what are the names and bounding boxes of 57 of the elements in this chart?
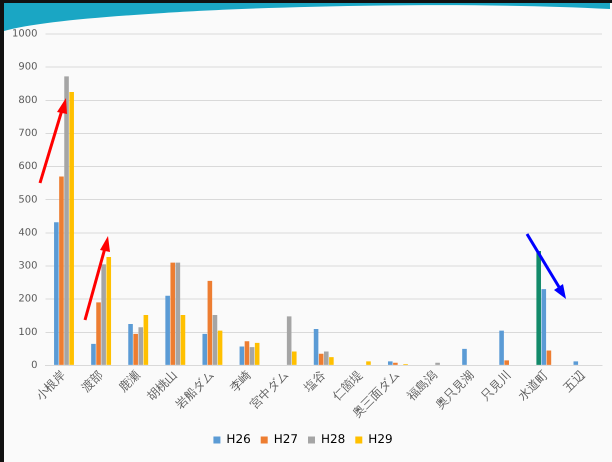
y-tick-label: 800 bbox=[18, 94, 38, 106]
y-tick-label: 100 bbox=[18, 326, 38, 338]
bar bbox=[286, 316, 292, 365]
bar bbox=[244, 341, 250, 365]
y-tick-label: 1000 bbox=[12, 28, 38, 40]
y-tick-label: 900 bbox=[18, 62, 38, 73]
bar bbox=[69, 92, 74, 365]
y-tick-label: 600 bbox=[18, 161, 38, 172]
x-tick-label: 水道町 bbox=[515, 368, 551, 404]
bar bbox=[96, 302, 101, 365]
bar bbox=[165, 296, 170, 365]
y-tick-label: 300 bbox=[18, 260, 38, 272]
bar bbox=[59, 176, 64, 365]
y-tick-label: 400 bbox=[18, 227, 38, 238]
bar bbox=[240, 346, 244, 365]
x-tick-label: 只見川 bbox=[478, 368, 514, 404]
x-tick-label: 五辺 bbox=[560, 368, 588, 395]
bar bbox=[254, 342, 260, 365]
bar bbox=[218, 330, 222, 365]
bar bbox=[324, 351, 329, 365]
bar bbox=[212, 315, 218, 365]
bar bbox=[202, 334, 208, 365]
bar bbox=[208, 280, 212, 365]
legend-label: H29 bbox=[368, 432, 393, 446]
legend-label: H27 bbox=[274, 432, 298, 446]
bar bbox=[314, 328, 318, 365]
bar bbox=[574, 361, 578, 365]
x-tick-label: 鹿瀬 bbox=[116, 368, 143, 395]
bar bbox=[54, 222, 59, 365]
y-tick-label: 200 bbox=[18, 294, 38, 305]
bar bbox=[106, 257, 112, 365]
bar bbox=[318, 354, 324, 365]
y-tick-label: 700 bbox=[18, 128, 38, 140]
bar bbox=[133, 334, 138, 365]
bar bbox=[499, 330, 504, 365]
bar bbox=[388, 361, 393, 365]
y-tick-label: 500 bbox=[18, 194, 38, 206]
x-tick-label: 塩谷 bbox=[300, 368, 328, 396]
bar bbox=[138, 327, 144, 365]
x-tick-label: 李崎 bbox=[226, 368, 254, 395]
bar bbox=[504, 360, 509, 365]
bar bbox=[144, 315, 148, 365]
legend-label: H28 bbox=[321, 432, 346, 446]
bar bbox=[366, 361, 371, 365]
bar bbox=[462, 348, 467, 365]
bar bbox=[170, 262, 176, 365]
bar bbox=[250, 347, 254, 365]
bar bbox=[292, 351, 297, 365]
bar bbox=[91, 344, 96, 365]
bar bbox=[180, 315, 186, 365]
bar bbox=[536, 251, 541, 365]
bar bbox=[128, 324, 133, 365]
legend-label: H26 bbox=[226, 432, 251, 446]
bar bbox=[176, 262, 180, 365]
x-tick-label: 渡部 bbox=[78, 368, 106, 395]
bar bbox=[101, 264, 106, 365]
bar bbox=[329, 357, 334, 365]
